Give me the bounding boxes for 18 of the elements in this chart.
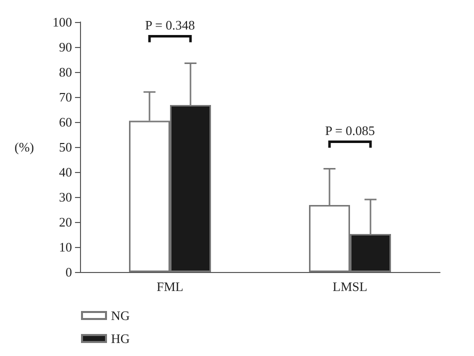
y-tick-label: 70 xyxy=(59,90,72,104)
legend-label: HG xyxy=(111,331,130,346)
legend-label: NG xyxy=(111,308,130,323)
y-tick-label: 90 xyxy=(59,40,72,54)
y-tick-label: 100 xyxy=(52,14,72,30)
y-tick-label: 20 xyxy=(59,214,72,230)
y-tick-label: 30 xyxy=(59,190,72,204)
y-tick-label: 0 xyxy=(66,264,72,280)
y-tick-label: 60 xyxy=(59,114,72,130)
y-tick-label: 10 xyxy=(59,240,72,254)
y-axis-title: (%) xyxy=(14,140,34,154)
y-tick-label: 80 xyxy=(59,64,72,80)
x-tick-label: LMSL xyxy=(332,279,368,294)
y-tick-label: 40 xyxy=(59,164,72,180)
x-tick-label: FML xyxy=(156,279,184,294)
annotation: P = 0.085 xyxy=(325,122,375,138)
annotation: P = 0.348 xyxy=(145,17,195,32)
y-tick-label: 50 xyxy=(59,140,72,154)
